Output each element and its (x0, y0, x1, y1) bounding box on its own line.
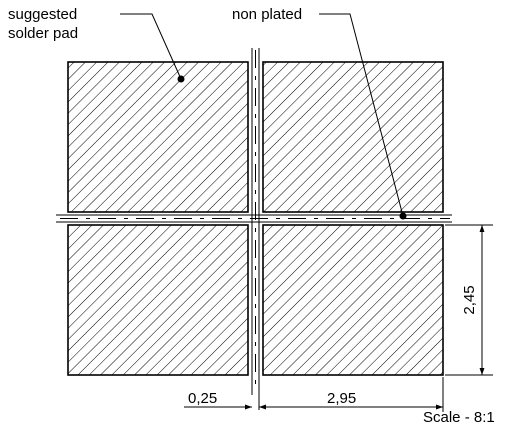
non-plated-leader-dot (399, 212, 407, 220)
non-plated-label: non plated (232, 6, 302, 23)
pad-label-line1: suggested (8, 6, 77, 23)
pad-bottom-left (67, 224, 249, 376)
pad-width-value: 2,95 (327, 390, 356, 407)
pad-leader-dot (177, 75, 185, 83)
gap-value: 0,25 (188, 390, 217, 407)
pad-bottom-right (262, 224, 444, 376)
scale-label: Scale - 8:1 (423, 409, 495, 426)
pad-top-right (262, 61, 444, 213)
non-plated-leader-line (319, 13, 404, 217)
pad-label-line2: solder pad (8, 25, 78, 42)
pad-top-left (67, 61, 249, 213)
pad-leader-line (120, 13, 182, 80)
pad-height-value: 2,45 (461, 285, 478, 314)
